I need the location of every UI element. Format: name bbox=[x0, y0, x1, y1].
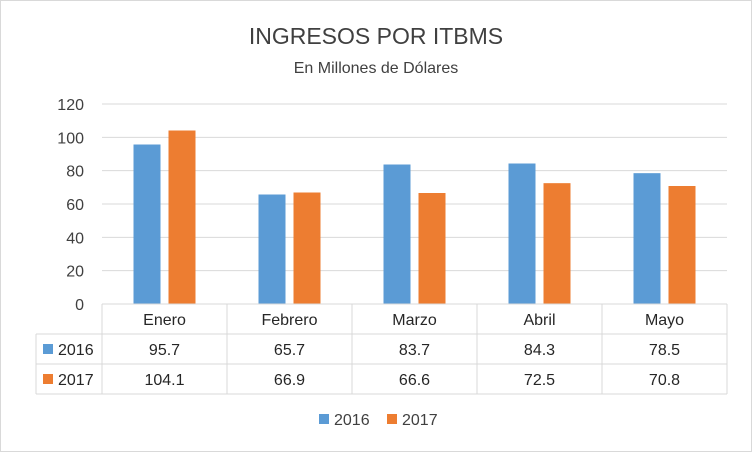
bar-2017-enero bbox=[168, 130, 196, 304]
data-label: 83.7 bbox=[399, 342, 430, 359]
legend-swatch-2017 bbox=[387, 414, 397, 424]
gridlines bbox=[102, 103, 727, 305]
y-axis: 0 20 40 60 80 100 120 bbox=[57, 97, 84, 314]
y-tick-label: 20 bbox=[66, 264, 84, 281]
category-label: Mayo bbox=[645, 312, 684, 329]
bar-2016-mayo bbox=[633, 173, 661, 304]
data-label: 65.7 bbox=[274, 342, 305, 359]
y-tick-label: 40 bbox=[66, 230, 84, 247]
chart-subtitle: En Millones de Dólares bbox=[294, 60, 459, 77]
bar-2016-marzo bbox=[383, 164, 411, 304]
data-label: 95.7 bbox=[149, 342, 180, 359]
legend-label: 2016 bbox=[334, 412, 370, 429]
category-label: Febrero bbox=[261, 312, 317, 329]
bar-2016-enero bbox=[133, 144, 161, 304]
data-label: 84.3 bbox=[524, 342, 555, 359]
bar-2017-marzo bbox=[418, 193, 446, 304]
bars bbox=[133, 130, 696, 304]
table-row-label: 2017 bbox=[58, 372, 94, 389]
category-label: Abril bbox=[523, 312, 555, 329]
data-label: 78.5 bbox=[649, 342, 680, 359]
legend-label: 2017 bbox=[402, 412, 438, 429]
table-legend-key-2016 bbox=[43, 344, 53, 354]
bar-2017-abril bbox=[543, 183, 571, 304]
y-tick-label: 60 bbox=[66, 197, 84, 214]
bar-2017-mayo bbox=[668, 186, 696, 304]
y-tick-label: 100 bbox=[57, 130, 84, 147]
legend-swatch-2016 bbox=[319, 414, 329, 424]
data-label: 66.9 bbox=[274, 372, 305, 389]
data-label: 72.5 bbox=[524, 372, 555, 389]
y-tick-label: 80 bbox=[66, 164, 84, 181]
bar-2016-abril bbox=[508, 163, 536, 304]
chart-title: INGRESOS POR ITBMS bbox=[249, 23, 503, 49]
y-tick-label: 0 bbox=[75, 297, 84, 314]
category-label: Enero bbox=[143, 312, 186, 329]
bar-2017-febrero bbox=[293, 192, 321, 304]
data-label: 104.1 bbox=[144, 372, 184, 389]
legend: 2016 2017 bbox=[319, 412, 438, 429]
table-legend-key-2017 bbox=[43, 374, 53, 384]
data-table: Enero Febrero Marzo Abril Mayo 2016 95.7 65.7 83… bbox=[35, 303, 728, 395]
data-label: 66.6 bbox=[399, 372, 430, 389]
table-row-label: 2016 bbox=[58, 342, 94, 359]
category-label: Marzo bbox=[392, 312, 437, 329]
bar-2016-febrero bbox=[258, 194, 286, 304]
data-label: 70.8 bbox=[649, 372, 680, 389]
y-tick-label: 120 bbox=[57, 97, 84, 114]
